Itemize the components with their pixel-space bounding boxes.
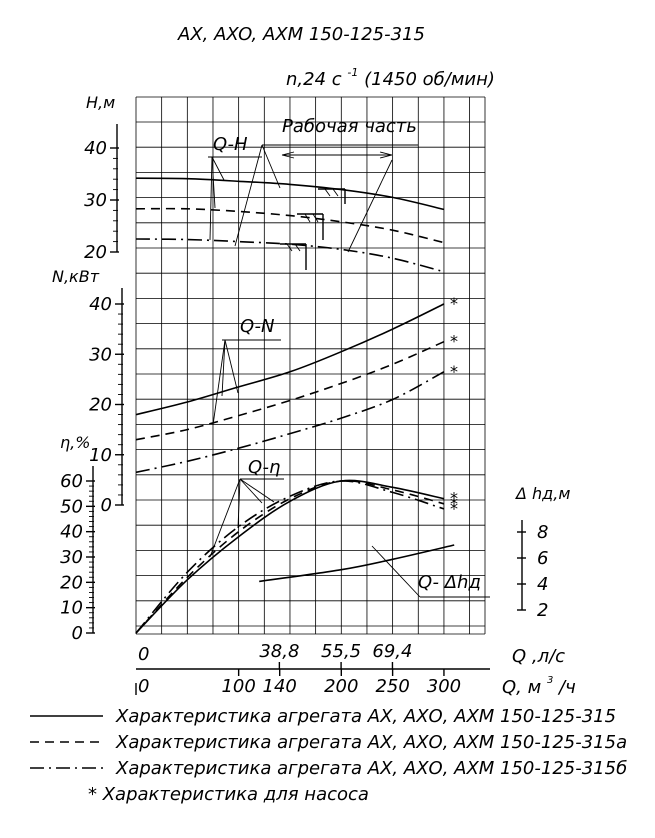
dh-axis-tick-label: 4 (537, 574, 548, 595)
pump-marker-star: * (450, 499, 458, 518)
speed-label-rpm: (1450 об/мин) (364, 69, 495, 90)
q-m3-tick-label: 100 (221, 676, 255, 697)
curve-Q-N-dashdot (135, 371, 445, 474)
legend: Характеристика агрегата АХ, АХО, АХМ 150… (30, 706, 627, 805)
chart-title: AX, AXO, AXM 150-125-315 (177, 24, 425, 45)
curve-Q-η-dashdot (135, 480, 445, 634)
speed-label: n,24 c -1 (1450 об/мин) (286, 60, 495, 90)
curve-Q-Δhд-solid (259, 544, 455, 583)
eta-axis-tick-label: 60 (60, 471, 83, 492)
h-axis-label: H,м (86, 93, 115, 112)
dh-axis-tick-label: 2 (537, 600, 548, 621)
eta-axis-tick-label: 20 (60, 572, 83, 593)
speed-label-text: n,24 c (286, 69, 342, 90)
annotation-qeta: Q-η (248, 457, 280, 478)
curve-Q-H-solid (135, 177, 445, 211)
pump-marker-star: * (450, 489, 458, 508)
q-m3-zero: 0 (138, 676, 149, 697)
annotation-work-zone: Рабочая часть (282, 116, 417, 137)
eta-axis-label: η,% (60, 433, 90, 452)
n-axis-tick-label: 30 (89, 344, 112, 365)
q-ls-tick-label: 69,4 (372, 641, 412, 662)
q-ls-label: Q ,л/с (512, 646, 565, 667)
q-m3-label-sup: 3 (547, 675, 553, 686)
h-axis-tick-label: 20 (84, 242, 107, 263)
eta-axis-tick-label: 50 (60, 496, 83, 517)
pump-marker-star: * (450, 362, 458, 381)
curve-Q-H-dashed (135, 207, 445, 244)
curve-Q-N-solid (135, 303, 445, 416)
annotation-qn: Q-N (240, 316, 274, 337)
dh-axis-tick-label: 6 (537, 548, 548, 569)
q-m3-tick-label: 200 (324, 676, 358, 697)
q-axes: 0 0 100 140 200 250 300 38,8 55,5 69,4 Q ,л/с Q… (135, 641, 576, 698)
pump-marker-star: * (450, 332, 458, 351)
legend-item-solid: Характеристика агрегата АХ, АХО, АХМ 150… (115, 706, 616, 727)
q-ls-tick-label: 38,8 (259, 641, 299, 662)
h-axis-tick-label: 40 (84, 138, 107, 159)
q-ls-zero: 0 (138, 644, 149, 665)
q-m3-label-suffix: /ч (557, 677, 576, 698)
eta-axis-tick-label: 30 (60, 547, 83, 568)
dh-axis-tick-label: 8 (537, 522, 548, 543)
annotation-qdh: Q- Δhд (418, 572, 481, 593)
n-axis-label: N,кВт (52, 267, 100, 286)
q-m3-tick-label: 250 (375, 676, 409, 697)
n-axis-tick-label: 20 (89, 395, 112, 416)
annotations: Q-H Рабочая часть Q-N (208, 116, 490, 598)
eta-axis-tick-label: 40 (60, 522, 83, 543)
q-ls-tick-label: 55,5 (321, 641, 361, 662)
speed-label-sup: -1 (347, 66, 358, 79)
eta-axis-tick-label: 0 (72, 623, 83, 644)
dh-axis-label: Δ hд,м (514, 484, 570, 503)
n-axis-tick-label: 0 (101, 495, 112, 516)
q-m3-tick-label: 300 (427, 676, 461, 697)
q-m3-label-text: Q, м (502, 677, 541, 698)
annotation-qh: Q-H (213, 134, 248, 155)
curve-Q-N-dashed (135, 340, 445, 441)
h-axis-tick-label: 30 (84, 190, 107, 211)
n-axis-tick-label: 10 (89, 445, 112, 466)
eta-axis-tick-label: 10 (60, 598, 83, 619)
dh-axis: Δ hд,м 8 6 4 2 (514, 484, 570, 621)
q-m3-tick-label: 140 (263, 676, 297, 697)
pump-marker-star: * (450, 494, 458, 513)
legend-item-dashed: Характеристика агрегата АХ, АХО, АХМ 150… (115, 732, 627, 753)
n-axis-tick-label: 40 (89, 294, 112, 315)
axes-group: H,м 40 30 20 N,кВт 40 30 20 10 0 η,% 60 50 40 30 20 10 0 (52, 93, 124, 644)
curve-Q-η-dashed (135, 479, 445, 634)
plot-grid (135, 96, 486, 635)
curves-group: ****** (135, 177, 458, 634)
curve-Q-η-solid (135, 479, 445, 634)
legend-footnote: * Характеристика для насоса (88, 784, 369, 805)
legend-item-dashdot: Характеристика агрегата АХ, АХО, АХМ 150… (115, 758, 627, 779)
pump-marker-star: * (450, 294, 458, 313)
q-m3-label: Q, м 3 /ч (502, 667, 576, 698)
